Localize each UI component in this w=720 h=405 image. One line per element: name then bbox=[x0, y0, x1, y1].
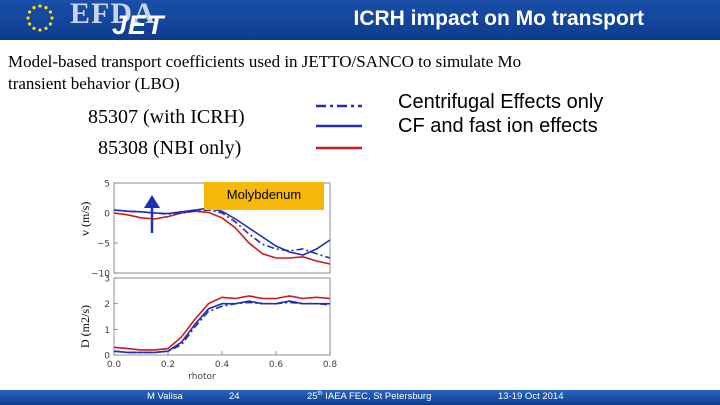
footer-conference: 25th IAEA FEC, St Petersburg bbox=[307, 391, 431, 402]
panel-1-xtick-label: 0.0 bbox=[107, 360, 122, 370]
efda-logo: EFDA bbox=[70, 0, 156, 30]
panel-1-ytick-label: 2 bbox=[104, 300, 110, 310]
footer-conference-number: 25 bbox=[307, 391, 318, 403]
slide-title: ICRH impact on Mo transport bbox=[353, 7, 644, 30]
panel-1-series-2-line bbox=[113, 301, 331, 354]
panel-1-xtick-label: 0.4 bbox=[215, 360, 230, 370]
shot-label-85307: 85307 (with ICRH) bbox=[88, 106, 245, 128]
eu-stars-logo bbox=[26, 4, 54, 32]
panel-0-series-1-line bbox=[113, 207, 331, 256]
panel-0-ytick-label: 5 bbox=[104, 180, 110, 190]
panel-1-ytick-label: 1 bbox=[104, 326, 110, 336]
footer-author: M Valisa bbox=[147, 391, 183, 402]
footer-page-number: 24 bbox=[229, 391, 240, 402]
subtitle-line-1: Model-based transport coefficients used … bbox=[8, 52, 522, 71]
panel-1-frame bbox=[113, 277, 331, 356]
legend-label-centrifugal: Centrifugal Effects only bbox=[398, 91, 604, 113]
panel-0-ytick-label: 0 bbox=[104, 210, 110, 220]
arrow-head bbox=[144, 195, 160, 208]
panel-0-ytick-label: −5 bbox=[97, 240, 110, 250]
panel-0-series-0-line bbox=[113, 210, 331, 265]
legend-lines bbox=[316, 104, 362, 150]
panel-0-ytick-label: −10 bbox=[91, 270, 110, 280]
panel-1-xtick-label: 0.6 bbox=[269, 360, 284, 370]
footer-conference-name: IAEA FEC, St Petersburg bbox=[322, 391, 432, 403]
footer-conference-sup: th bbox=[317, 391, 323, 397]
molybdenum-label: Molybdenum bbox=[204, 182, 324, 210]
footer-bar: M Valisa 24 25th IAEA FEC, St Petersburg… bbox=[0, 390, 720, 405]
panel-1-xtick-label: 0.8 bbox=[323, 360, 338, 370]
panel-1-series-1-line bbox=[113, 300, 330, 354]
panel-1-ytick-label: 0 bbox=[104, 352, 110, 362]
panel-1-series-0-line bbox=[113, 295, 331, 351]
x-axis-label: rhotor bbox=[188, 372, 216, 382]
subtitle-line-2: transient behavior (LBO) bbox=[8, 74, 180, 93]
jet-logo: JET bbox=[112, 10, 165, 40]
panel-1-xtick-label: 0.2 bbox=[161, 360, 175, 370]
panel-0-series-2-line bbox=[113, 209, 331, 259]
shot-label-85308: 85308 (NBI only) bbox=[98, 137, 242, 159]
panel-1-ytick-label: 3 bbox=[104, 275, 110, 285]
footer-date: 13-19 Oct 2014 bbox=[498, 391, 564, 402]
header-bar: EFDA JET ICRH impact on Mo transport bbox=[0, 0, 720, 40]
legend-label-cf-fast-ion: CF and fast ion effects bbox=[398, 115, 598, 137]
